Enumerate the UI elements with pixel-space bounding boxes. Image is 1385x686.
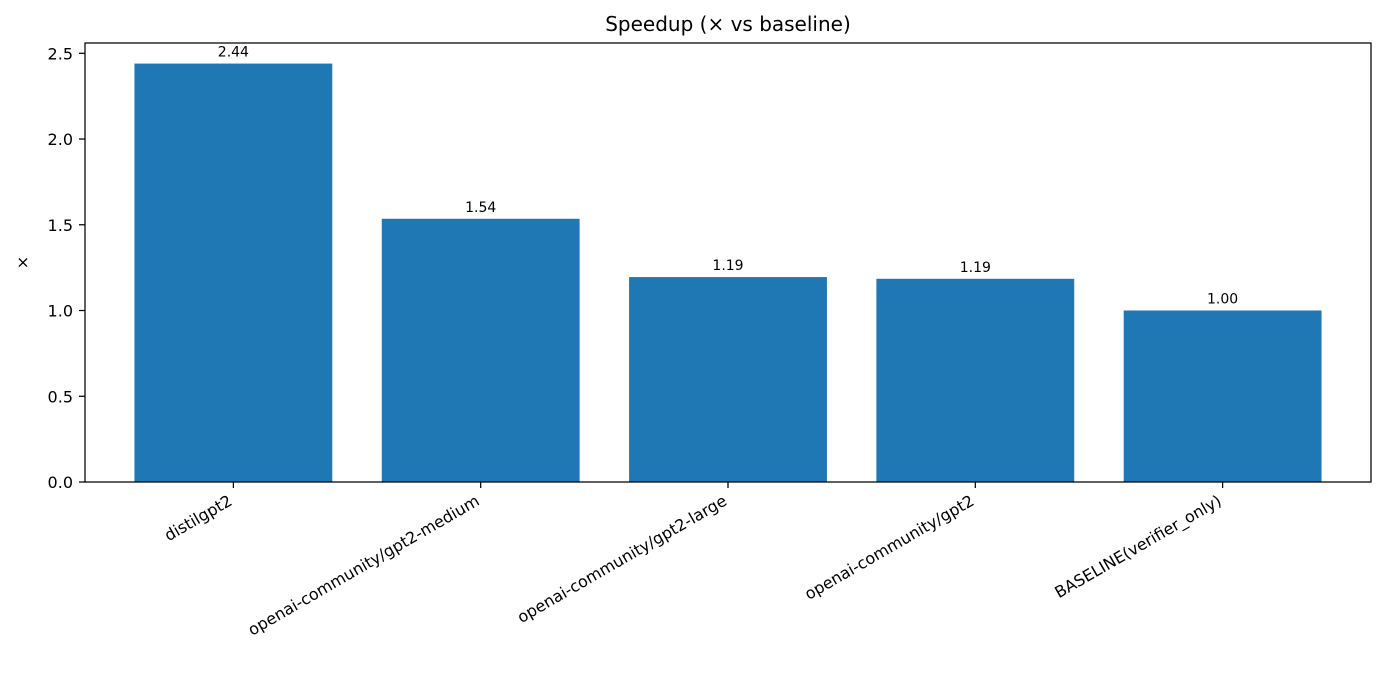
- plot-frame: [84, 42, 1372, 483]
- y-tick-label-1: 0.5: [48, 387, 73, 406]
- x-tick-label-1: openai-community/gpt2-medium: [245, 491, 483, 639]
- bar-value-labels: 2.44 1.54 1.19 1.19 1.00: [218, 45, 1238, 308]
- y-axis: 0.0 0.5 1.0 1.5 2.0 2.5: [48, 44, 85, 492]
- bar-1: [381, 218, 580, 482]
- x-tick-label-3: openai-community/gpt2: [801, 491, 977, 604]
- bar-value-label-1: 1.54: [465, 200, 496, 216]
- y-tick-label-2: 1.0: [48, 302, 73, 321]
- bar-4: [1123, 310, 1322, 482]
- bar-0: [134, 63, 333, 482]
- x-tick-label-0: distilgpt2: [161, 491, 235, 545]
- bars-group: [134, 63, 1322, 482]
- bar-value-label-0: 2.44: [218, 45, 249, 61]
- bar-value-label-4: 1.00: [1207, 292, 1238, 308]
- x-tick-label-4: BASELINE(verifier_only): [1051, 491, 1225, 603]
- y-tick-label-3: 1.5: [48, 216, 73, 235]
- x-tick-label-2: openai-community/gpt2-large: [514, 491, 730, 627]
- bar-2: [629, 277, 827, 482]
- y-axis-label: ×: [13, 256, 32, 269]
- bar-value-label-2: 1.19: [712, 258, 743, 274]
- chart-title: Speedup (× vs baseline): [605, 12, 851, 36]
- y-tick-label-5: 2.5: [48, 44, 73, 63]
- y-tick-label-4: 2.0: [48, 130, 73, 149]
- x-axis: distilgpt2 openai-community/gpt2-medium op…: [161, 482, 1225, 639]
- bar-value-label-3: 1.19: [960, 260, 991, 276]
- y-tick-label-0: 0.0: [48, 473, 73, 492]
- bar-3: [876, 278, 1075, 482]
